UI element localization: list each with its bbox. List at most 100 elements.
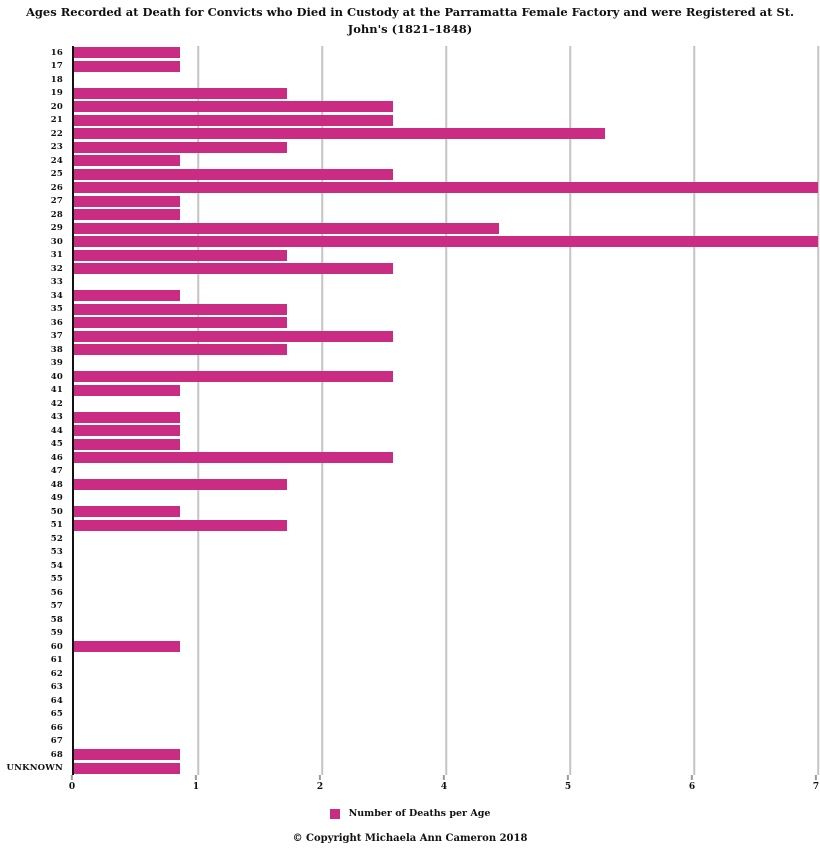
y-axis-label: 63 — [50, 682, 63, 693]
bar-row — [74, 343, 818, 357]
y-axis-label: 49 — [50, 493, 63, 504]
y-axis-label: 44 — [50, 425, 63, 436]
bar-row — [74, 235, 818, 249]
y-axis-label: 21 — [50, 115, 63, 126]
y-axis-label: 29 — [50, 223, 63, 234]
bar-age-20 — [74, 101, 393, 112]
bar-age-21 — [74, 114, 393, 126]
bar-row — [74, 357, 818, 371]
bar-row — [74, 424, 818, 438]
y-axis-label: 46 — [50, 452, 63, 463]
y-axis-label: 40 — [50, 371, 63, 382]
bar-row — [74, 87, 818, 101]
bar-row — [74, 397, 818, 411]
x-axis-label: 0 — [68, 782, 76, 792]
bar-row — [74, 384, 818, 398]
bar-row — [74, 748, 818, 762]
y-axis-label: 34 — [50, 290, 63, 301]
bar-row — [74, 519, 818, 533]
x-axis-label: 2 — [316, 782, 324, 792]
x-tick: 4 — [441, 775, 447, 792]
y-axis-label: 20 — [50, 101, 63, 112]
y-axis-label: 65 — [50, 709, 63, 720]
bar-age-37 — [74, 330, 393, 342]
y-axis-label: 31 — [50, 250, 63, 261]
y-axis-label: 23 — [50, 142, 63, 153]
bar-age-60 — [74, 641, 181, 652]
gridline — [197, 46, 199, 775]
bar-age-22 — [74, 128, 606, 139]
bar-rows — [74, 46, 818, 775]
y-axis-label: 38 — [50, 344, 63, 355]
y-axis-label: 17 — [50, 61, 63, 72]
tick-mark — [567, 775, 569, 780]
bar-row — [74, 370, 818, 384]
y-axis-label: 37 — [50, 331, 63, 342]
y-axis-label: 60 — [50, 641, 63, 652]
bar-row — [74, 330, 818, 344]
chart-title: Ages Recorded at Death for Convicts who … — [25, 4, 795, 38]
bar-row — [74, 492, 818, 506]
chart-title-line1: Ages Recorded at Death for Convicts who … — [25, 5, 795, 19]
bar-age-26 — [74, 182, 818, 193]
y-axis-label: 39 — [50, 358, 63, 369]
bar-row — [74, 154, 818, 168]
tick-mark — [319, 775, 321, 780]
x-axis-label: 4 — [440, 782, 448, 792]
bar-row — [74, 100, 818, 114]
x-axis: 0 1 2 4 5 6 7 — [68, 775, 820, 797]
gridline — [445, 46, 447, 775]
y-axis-label: 35 — [50, 304, 63, 315]
gridline — [817, 46, 819, 775]
bar-age-40 — [74, 371, 393, 382]
bar-row — [74, 73, 818, 87]
tick-mark — [815, 775, 817, 780]
bar-row — [74, 411, 818, 425]
bar-age-28 — [74, 209, 181, 220]
y-axis-label: 61 — [50, 655, 63, 666]
y-axis-label: 25 — [50, 169, 63, 180]
bar-row — [74, 60, 818, 74]
y-axis-label: 50 — [50, 506, 63, 517]
y-axis-label: 58 — [50, 614, 63, 625]
x-axis-label: 7 — [812, 782, 820, 792]
x-tick: 5 — [565, 775, 571, 792]
y-axis-label: 57 — [50, 601, 63, 612]
x-tick: 6 — [689, 775, 695, 792]
bar-age-16 — [74, 47, 181, 58]
bar-row — [74, 303, 818, 317]
y-axis-label: 59 — [50, 628, 63, 639]
bar-age-38 — [74, 344, 287, 355]
gridline — [693, 46, 695, 775]
y-axis-label: 48 — [50, 479, 63, 490]
bar-age-41 — [74, 384, 181, 396]
bar-row — [74, 195, 818, 209]
bar-row — [74, 546, 818, 560]
y-axis-label: 36 — [50, 317, 63, 328]
bar-age-46 — [74, 452, 393, 463]
bar-row — [74, 721, 818, 735]
bar-row — [74, 559, 818, 573]
y-axis-label: 28 — [50, 209, 63, 220]
tick-mark — [71, 775, 73, 780]
y-axis-label: 26 — [50, 182, 63, 193]
copyright-text: © Copyright Michaela Ann Cameron 2018 — [292, 833, 528, 844]
gridline — [569, 46, 571, 775]
bar-row — [74, 640, 818, 654]
y-axis-label: 30 — [50, 236, 63, 247]
bar-age-23 — [74, 141, 287, 153]
bar-row — [74, 289, 818, 303]
bar-age-32 — [74, 263, 393, 274]
y-axis-label: 55 — [50, 574, 63, 585]
y-axis-label: 54 — [50, 560, 63, 571]
bar-row — [74, 276, 818, 290]
chart-title-line2: John's (1821–1848) — [347, 22, 473, 36]
bar-row — [74, 168, 818, 182]
legend: Number of Deaths per Age — [0, 808, 820, 819]
y-axis-label: 52 — [50, 533, 63, 544]
y-axis-label: 27 — [50, 196, 63, 207]
x-axis-label: 5 — [564, 782, 572, 792]
plot-area — [72, 46, 819, 775]
bar-row — [74, 222, 818, 236]
